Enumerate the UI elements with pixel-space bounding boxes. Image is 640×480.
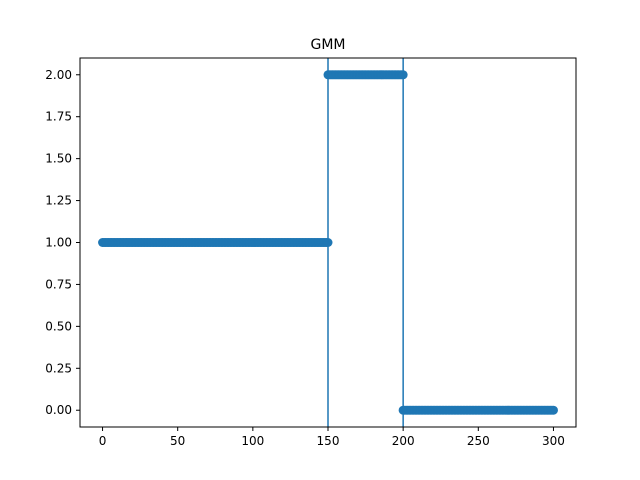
x-tick-label: 50 [170, 434, 185, 448]
plot-area [98, 58, 558, 427]
data-point [548, 405, 558, 415]
y-tick-label: 1.00 [45, 236, 72, 250]
y-tick-label: 0.25 [45, 361, 72, 375]
x-tick-label: 300 [542, 434, 565, 448]
y-tick-label: 1.75 [45, 110, 72, 124]
chart-title: GMM [310, 37, 345, 53]
y-tick-label: 1.25 [45, 194, 72, 208]
x-tick-label: 0 [99, 434, 107, 448]
x-tick-label: 200 [392, 434, 415, 448]
x-tick-label: 100 [241, 434, 264, 448]
y-tick-label: 0.00 [45, 403, 72, 417]
y-tick-label: 1.50 [45, 152, 72, 166]
y-tick-label: 0.75 [45, 277, 72, 291]
ticks: 0 50 100 150 200 250 300 0.00 0.25 0.50 0.75 1.00 1.… [45, 68, 565, 448]
y-tick-label: 0.50 [45, 319, 72, 333]
x-tick-label: 150 [317, 434, 340, 448]
x-tick-label: 250 [467, 434, 490, 448]
y-tick-label: 2.00 [45, 68, 72, 82]
